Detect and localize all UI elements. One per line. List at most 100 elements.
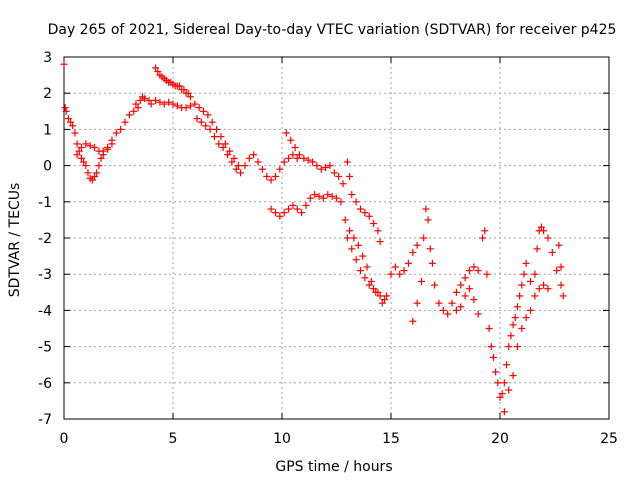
x-tick-label: 15 — [382, 431, 400, 447]
data-point — [204, 111, 212, 119]
data-point — [374, 227, 382, 235]
data-point — [544, 234, 552, 242]
data-point — [335, 172, 343, 180]
data-point — [557, 263, 565, 271]
data-point — [169, 100, 177, 108]
data-point — [250, 151, 258, 159]
data-point — [522, 259, 530, 267]
y-axis-label: SDTVAR / TECUs — [7, 183, 23, 298]
data-point — [289, 201, 297, 209]
data-point — [505, 386, 513, 394]
data-point — [71, 129, 79, 137]
data-point — [359, 252, 367, 260]
data-point — [176, 82, 184, 90]
data-point — [302, 201, 310, 209]
data-point — [200, 107, 208, 115]
data-point — [217, 133, 225, 141]
data-point — [557, 281, 565, 289]
data-point — [219, 144, 227, 151]
data-point — [287, 136, 295, 144]
data-point — [64, 115, 72, 123]
data-point — [298, 209, 306, 217]
data-point — [173, 102, 181, 110]
data-point — [104, 145, 112, 153]
data-point — [280, 158, 288, 166]
data-point — [422, 205, 430, 213]
data-point — [147, 100, 155, 108]
y-tick-label: -4 — [38, 303, 52, 319]
data-point — [224, 151, 231, 159]
data-point — [365, 281, 373, 289]
data-point — [500, 379, 508, 387]
data-point — [346, 227, 354, 235]
data-point — [380, 296, 388, 304]
data-point — [309, 158, 317, 166]
data-point — [241, 162, 249, 170]
data-point — [428, 259, 436, 267]
y-tick-label: -7 — [38, 412, 52, 428]
data-point — [108, 136, 116, 144]
data-point — [193, 115, 201, 123]
data-point — [234, 162, 242, 170]
data-point — [221, 140, 229, 148]
data-point — [474, 267, 482, 275]
y-tick-label: 3 — [43, 50, 52, 66]
data-point — [293, 205, 301, 213]
x-tick-label: 10 — [273, 431, 291, 447]
data-point — [215, 140, 223, 148]
data-point — [186, 102, 194, 110]
data-point — [348, 191, 356, 199]
data-point — [136, 96, 144, 104]
data-point — [511, 314, 519, 322]
data-point — [374, 288, 382, 296]
data-point — [99, 151, 107, 159]
data-point — [507, 332, 515, 340]
data-point — [535, 285, 543, 293]
data-point — [97, 154, 105, 162]
data-point — [86, 142, 94, 150]
data-point — [457, 281, 465, 289]
y-tick-label: 1 — [43, 122, 52, 138]
data-point — [448, 299, 456, 307]
data-point — [378, 299, 386, 307]
data-point — [271, 209, 279, 217]
data-point — [258, 165, 266, 173]
data-point — [125, 111, 133, 119]
data-point — [465, 285, 473, 293]
data-point — [516, 292, 524, 300]
data-point — [80, 158, 88, 166]
data-point — [540, 281, 548, 289]
data-point — [182, 104, 190, 112]
data-point — [156, 98, 164, 106]
data-point — [315, 192, 323, 200]
data-point — [184, 89, 192, 97]
data-point — [121, 118, 129, 126]
data-point — [518, 325, 526, 332]
data-point — [555, 241, 563, 249]
y-tick-label: 0 — [43, 159, 52, 175]
data-point — [267, 176, 275, 184]
data-point — [130, 107, 138, 115]
data-point — [160, 100, 168, 108]
data-point — [370, 285, 378, 293]
data-point — [470, 296, 478, 304]
data-point — [544, 285, 552, 293]
x-tick-label: 20 — [491, 431, 509, 447]
data-point — [346, 172, 354, 180]
data-point — [513, 303, 521, 311]
data-point — [431, 281, 439, 289]
data-point — [494, 379, 502, 387]
data-point — [77, 154, 85, 162]
data-point — [391, 263, 399, 271]
y-tick-label: -3 — [38, 267, 52, 283]
data-point — [73, 140, 81, 148]
data-point — [226, 147, 234, 155]
data-point — [82, 140, 90, 148]
data-point — [485, 325, 493, 332]
data-point — [505, 343, 513, 351]
data-point — [481, 227, 489, 235]
data-point — [154, 67, 162, 75]
data-point — [69, 122, 77, 130]
data-point — [489, 353, 497, 361]
data-point — [413, 299, 421, 307]
